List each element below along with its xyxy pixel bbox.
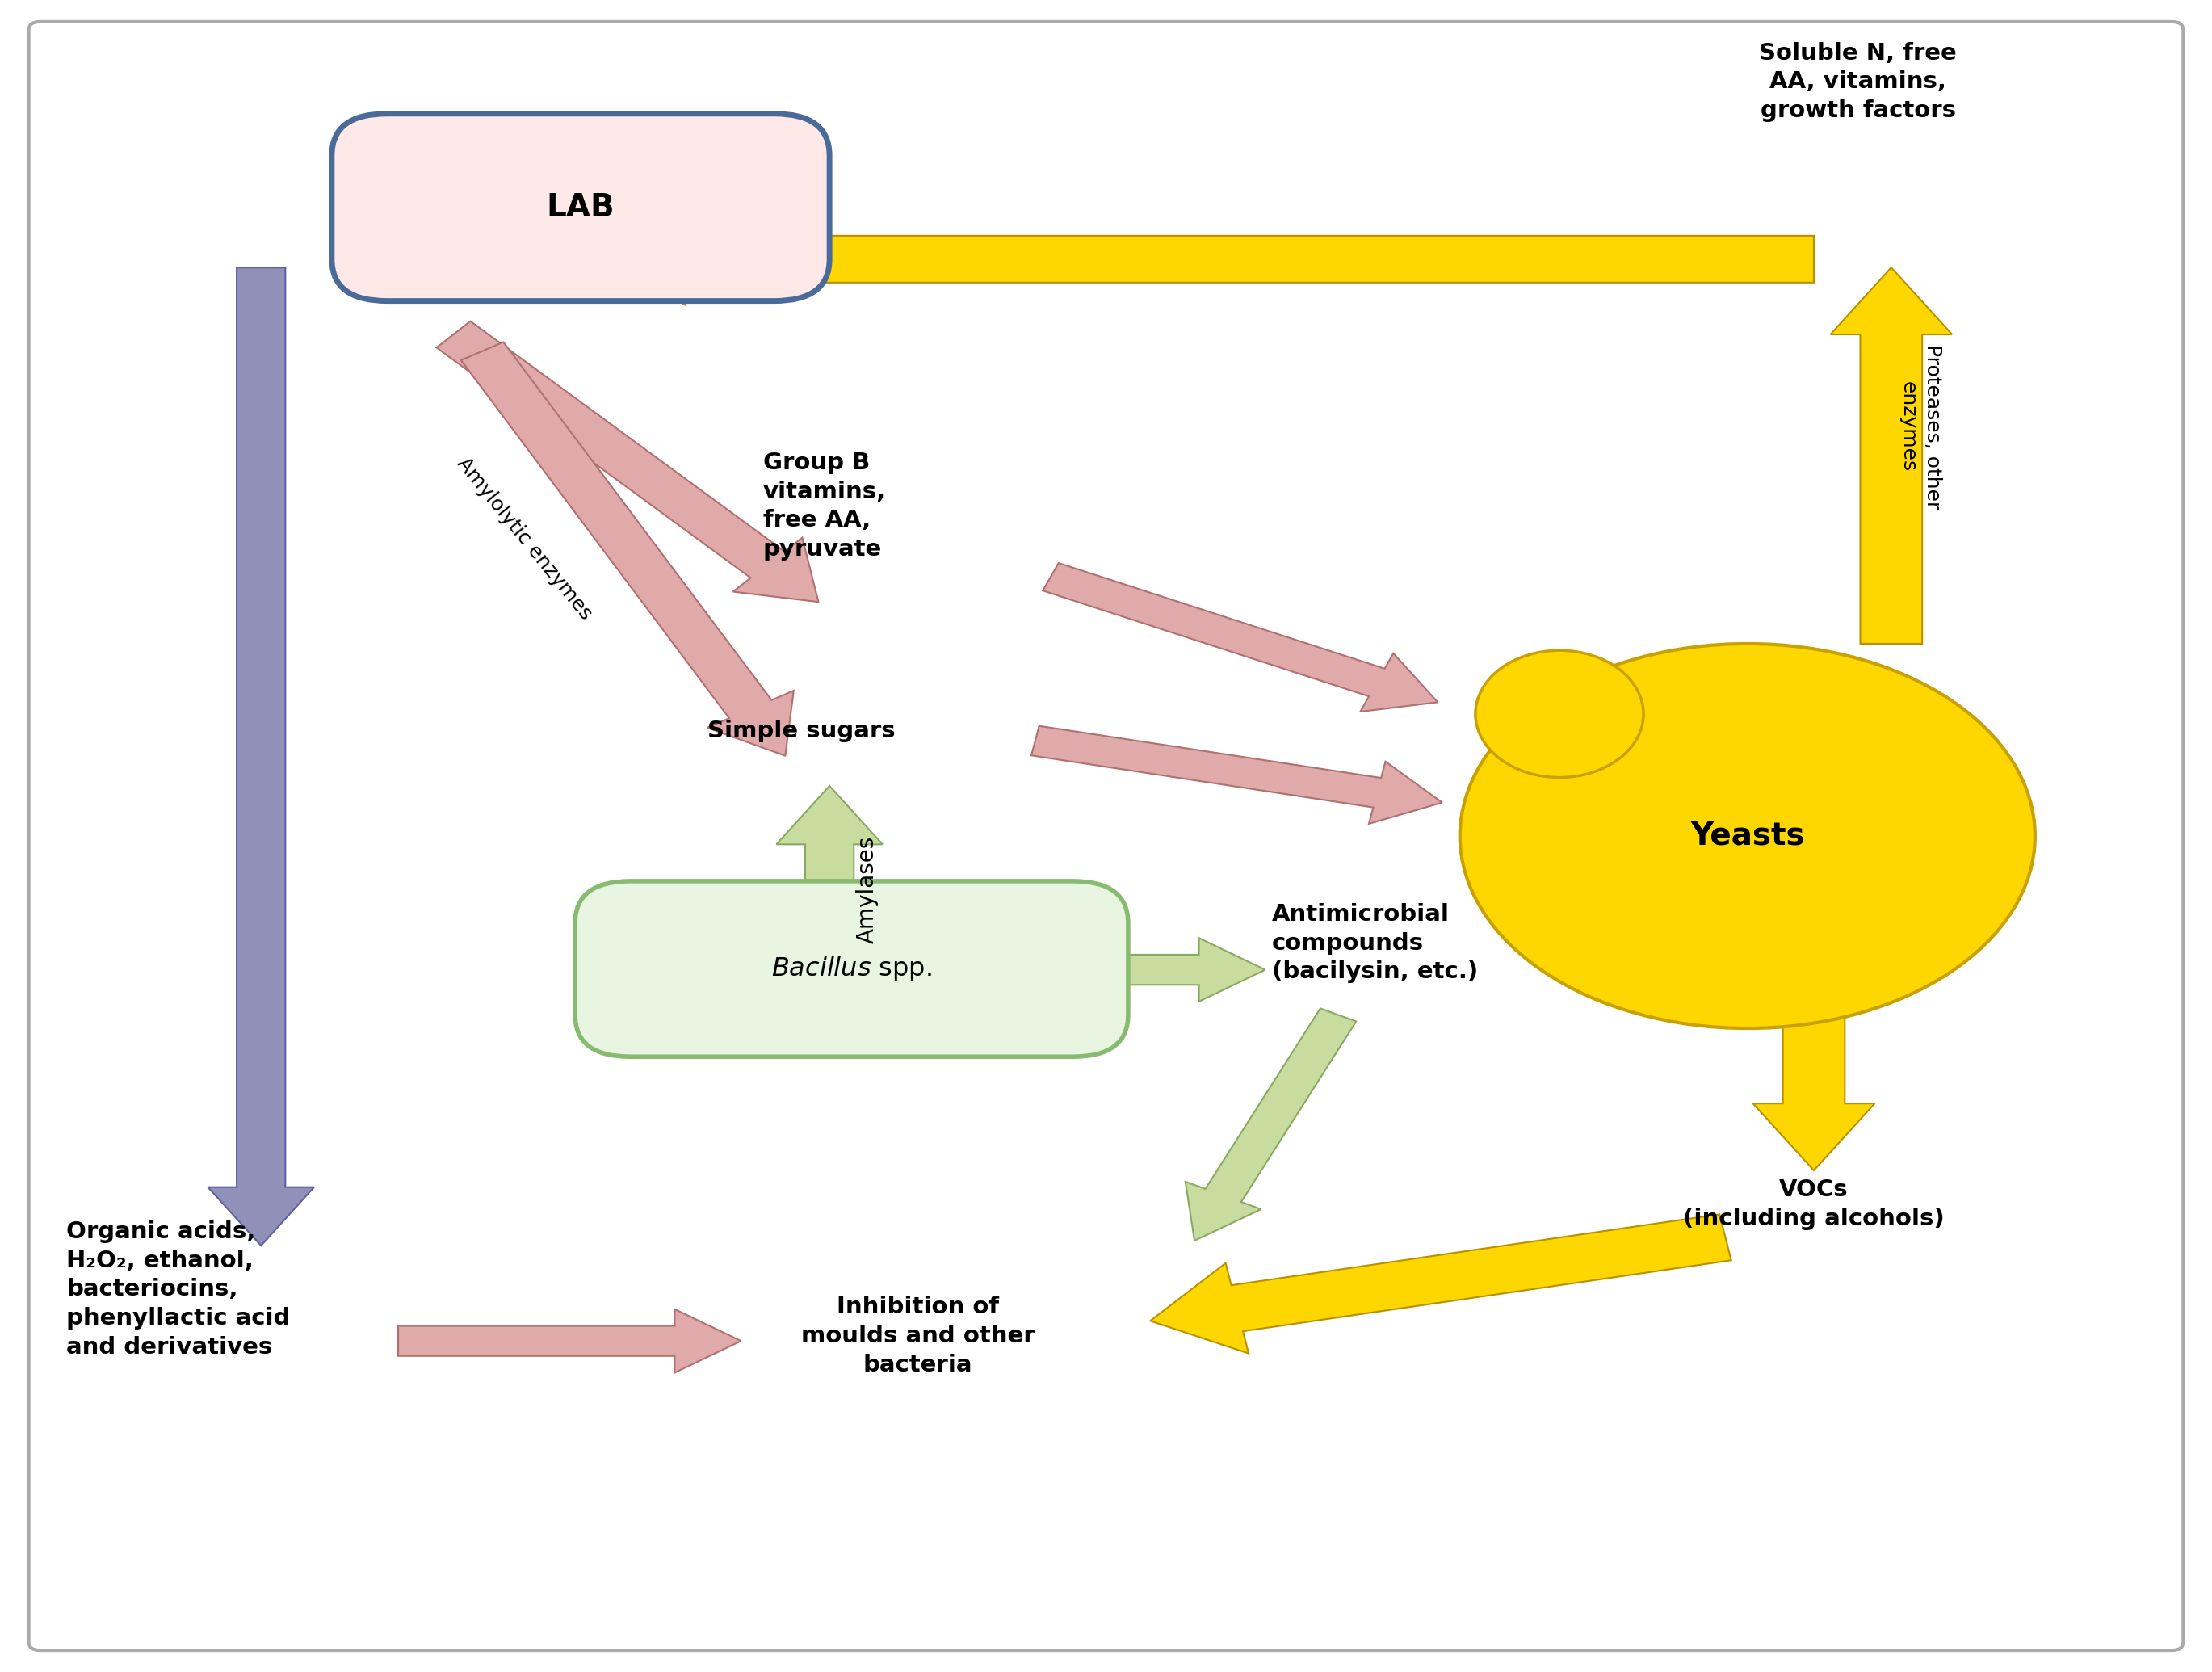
FancyArrow shape <box>208 268 314 1246</box>
FancyArrow shape <box>776 786 883 936</box>
FancyArrow shape <box>398 1309 741 1373</box>
FancyArrow shape <box>1042 563 1438 712</box>
FancyArrow shape <box>1832 268 1953 644</box>
Text: Proteases, other
enzymes: Proteases, other enzymes <box>1898 344 1942 508</box>
FancyArrow shape <box>1752 945 1874 1170</box>
FancyBboxPatch shape <box>575 881 1128 1057</box>
Text: Amylolytic enzymes: Amylolytic enzymes <box>453 453 595 624</box>
Text: Group B
vitamins,
free AA,
pyruvate: Group B vitamins, free AA, pyruvate <box>763 451 887 560</box>
FancyArrow shape <box>1186 1008 1356 1241</box>
Text: Inhibition of
moulds and other
bacteria: Inhibition of moulds and other bacteria <box>801 1296 1035 1376</box>
FancyArrow shape <box>1150 1214 1732 1353</box>
Text: Amylases: Amylases <box>856 836 878 943</box>
FancyArrow shape <box>460 343 794 756</box>
Text: VOCs
(including alcohols): VOCs (including alcohols) <box>1683 1179 1944 1231</box>
FancyArrow shape <box>597 214 1814 306</box>
Circle shape <box>1475 650 1644 777</box>
Text: Antimicrobial
compounds
(bacilysin, etc.): Antimicrobial compounds (bacilysin, etc.… <box>1272 903 1478 983</box>
Text: Soluble N, free
AA, vitamins,
growth factors: Soluble N, free AA, vitamins, growth fac… <box>1759 42 1958 122</box>
FancyBboxPatch shape <box>29 22 2183 1650</box>
Text: LAB: LAB <box>546 192 615 222</box>
Text: Organic acids,
H₂O₂, ethanol,
bacteriocins,
phenyllactic acid
and derivatives: Organic acids, H₂O₂, ethanol, bacterioci… <box>66 1221 290 1359</box>
Ellipse shape <box>1460 644 2035 1028</box>
FancyBboxPatch shape <box>332 114 830 301</box>
Text: $\mathit{Bacillus}$ spp.: $\mathit{Bacillus}$ spp. <box>772 955 931 983</box>
Text: Simple sugars: Simple sugars <box>708 719 896 742</box>
FancyArrow shape <box>1084 938 1265 1002</box>
FancyArrow shape <box>1031 726 1442 824</box>
FancyArrow shape <box>436 321 818 602</box>
Text: Yeasts: Yeasts <box>1690 821 1805 851</box>
